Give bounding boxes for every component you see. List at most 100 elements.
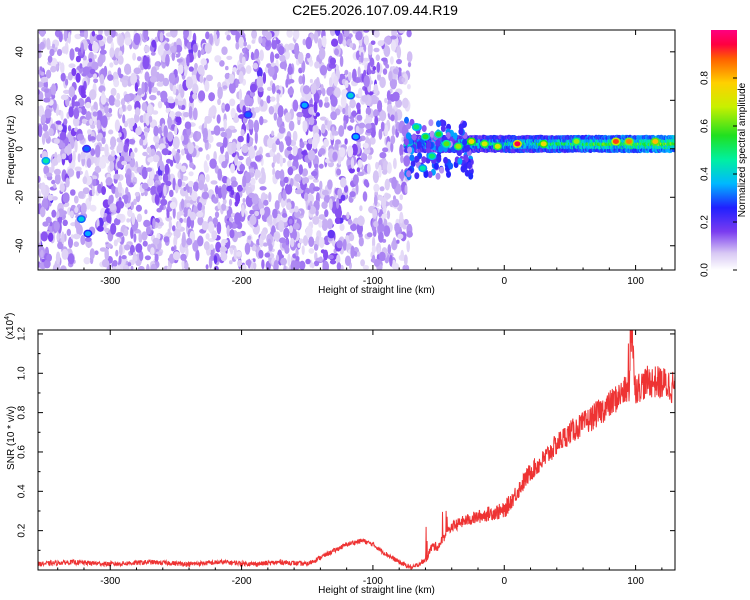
spectrogram-cell	[264, 194, 268, 200]
spectrogram-cell	[192, 107, 198, 121]
spectrogram-cell	[90, 124, 96, 129]
spectrogram-cell	[109, 62, 114, 68]
spectrogram-cell	[92, 41, 99, 53]
snr-multiplier-prefix: (x10	[5, 319, 16, 339]
spectrogram-cell	[138, 266, 145, 270]
spectrogram-hotspot	[422, 134, 429, 140]
spectrogram-cell	[52, 99, 57, 111]
spectrogram-cell	[329, 30, 336, 37]
spectrogram-cell	[301, 150, 307, 155]
spectrogram-cell	[340, 194, 346, 201]
spectrogram-cell	[40, 182, 46, 196]
spectrogram-cell	[38, 81, 44, 88]
spectrogram-cell	[82, 58, 89, 69]
spectrogram-cell	[113, 173, 120, 180]
spectrogram-cell	[205, 264, 209, 270]
spectrogram-cell	[141, 166, 148, 180]
spectrogram-cell	[169, 45, 177, 53]
spectrogram-cell	[221, 46, 228, 55]
spectrogram-cell	[127, 262, 132, 267]
spectrogram-cell	[350, 245, 355, 259]
spectrogram-cell	[208, 92, 215, 102]
spectrogram-cell	[211, 230, 218, 240]
spectrogram-cell	[72, 116, 80, 127]
spectrogram-cell	[89, 248, 95, 260]
spectrogram-cell	[390, 135, 396, 145]
spectrogram-cell	[378, 223, 385, 232]
spectrogram-cell	[379, 152, 387, 159]
spectrogram-cell	[260, 230, 267, 241]
spectrogram-cell	[124, 37, 132, 46]
spectrogram-cell	[124, 63, 132, 75]
spectrogram-cell	[150, 66, 157, 79]
spectrogram-cell	[213, 255, 218, 265]
spectrogram-cell	[130, 265, 134, 270]
spectrogram-cell	[117, 55, 124, 65]
spectrogram-cell	[38, 70, 42, 75]
spectrogram-cell	[60, 265, 67, 270]
spectrogram-cell	[378, 164, 382, 178]
spectrogram-cell	[149, 76, 158, 83]
spectrogram-cell	[309, 182, 316, 194]
spectrogram-cell	[169, 189, 174, 198]
spectrogram-cell	[52, 157, 59, 166]
spectrogram-cell	[45, 172, 53, 177]
spectrogram-cell	[433, 162, 439, 170]
spectrogram-cell	[144, 71, 150, 82]
spectrogram-cell	[38, 52, 42, 59]
spectrogram-cell	[273, 233, 280, 239]
spectrogram-cell	[258, 35, 263, 44]
spectrogram-cell	[241, 264, 247, 270]
spectrogram-cell	[403, 155, 411, 167]
spectrogram-cells	[38, 30, 675, 270]
spectrogram-cell	[53, 183, 57, 189]
spectrogram-cell	[400, 249, 405, 260]
spectrogram-cell	[213, 265, 219, 270]
snr-y-axis-label: SNR (10 * v/v)	[6, 406, 17, 470]
spectrogram-cell	[339, 223, 345, 231]
spectrogram-cell	[328, 198, 333, 210]
spectrogram-cell	[370, 94, 378, 105]
spectrogram-cell	[363, 69, 367, 78]
spectrogram-cell	[373, 83, 379, 95]
spectrogram-cell	[228, 73, 235, 84]
spectrogram-cell	[68, 236, 73, 249]
spectrogram-cell	[369, 57, 375, 68]
spectrogram-cell	[359, 205, 363, 212]
spectrogram-cell	[340, 264, 344, 270]
spectrogram-cell	[406, 230, 413, 238]
spectrogram-cell	[428, 119, 434, 127]
spectrogram-cell	[217, 98, 221, 106]
spectrogram-cell	[467, 162, 473, 169]
spectrogram-cell	[304, 192, 309, 202]
spectrogram-cell	[204, 79, 210, 92]
spectrogram-cell	[462, 120, 467, 128]
spectrogram-y-tick-label: -40	[15, 238, 26, 253]
spectrogram-cell	[127, 104, 132, 112]
spectrogram-cell	[435, 172, 441, 180]
spectrogram-cell	[381, 57, 388, 62]
spectrogram-cell	[251, 30, 257, 39]
spectrogram-cell	[186, 202, 191, 207]
spectrogram-cell	[188, 66, 194, 72]
snr-frame	[37, 329, 676, 571]
spectrogram-cell	[231, 180, 238, 188]
spectrogram-cell	[399, 211, 404, 224]
spectrogram-cell	[65, 78, 69, 86]
spectrogram-hotspot	[443, 141, 450, 147]
spectrogram-cell	[340, 177, 347, 188]
spectrogram-cell	[249, 209, 254, 215]
spectrogram-cell	[144, 209, 148, 215]
spectrogram-cell	[268, 243, 273, 252]
spectrogram-cell	[223, 118, 227, 130]
spectrogram-cell	[259, 49, 264, 62]
spectrogram-cell	[435, 139, 441, 147]
spectrogram-cell	[336, 254, 341, 265]
spectrogram-cell	[322, 260, 329, 270]
spectrogram-cell	[89, 136, 96, 141]
spectrogram-cell	[399, 194, 403, 201]
spectrogram-cell	[329, 259, 337, 265]
spectrogram-cell	[93, 54, 97, 59]
spectrogram-cell	[91, 184, 95, 197]
spectrogram-cell	[216, 221, 222, 235]
